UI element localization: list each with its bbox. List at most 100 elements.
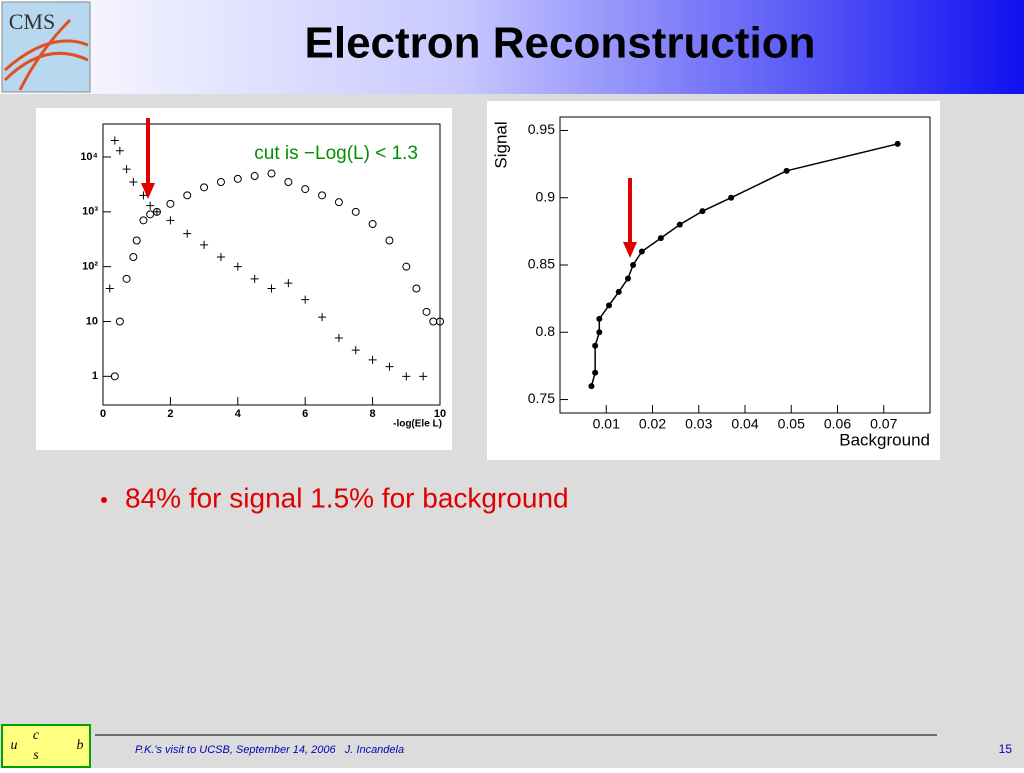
y-tick-label: 10 (86, 315, 98, 327)
marker (368, 355, 377, 364)
cms-logo (1, 1, 91, 93)
marker (200, 240, 209, 249)
marker (166, 216, 175, 225)
point (638, 248, 645, 255)
page-number: 15 (999, 742, 1013, 756)
marker (110, 372, 119, 381)
x-axis-label: Background (839, 430, 930, 449)
marker (419, 372, 428, 381)
ucsb-logo (1, 724, 91, 768)
point (592, 342, 599, 349)
point (728, 194, 735, 201)
marker (351, 207, 360, 216)
marker (412, 284, 421, 293)
marker (301, 185, 310, 194)
y-tick-label: 10⁴ (80, 151, 98, 163)
marker (267, 284, 276, 293)
marker (122, 165, 131, 174)
logo-tracks (3, 18, 89, 91)
y-tick-label: 1 (92, 370, 98, 382)
marker (146, 201, 155, 210)
marker (139, 216, 148, 225)
plot-frame (102, 123, 441, 406)
marker (233, 262, 242, 271)
logo-letter: s (33, 748, 39, 763)
y-tick-label: 0.85 (528, 256, 555, 272)
arrow (623, 178, 637, 258)
point (783, 167, 790, 174)
x-tick-label: 0 (100, 408, 106, 420)
y-axis-label: Signal (491, 121, 510, 168)
x-axis-label: -log(Ele L) (393, 419, 442, 430)
marker (436, 317, 444, 326)
x-tick-label: 4 (235, 408, 242, 420)
marker (301, 295, 310, 304)
marker (233, 174, 242, 183)
bullet-text: 84% for signal 1.5% for background (125, 482, 569, 513)
marker (250, 172, 259, 181)
marker (385, 362, 394, 371)
marker (267, 169, 276, 178)
y-tick-label: 10² (82, 261, 98, 273)
point (592, 369, 599, 376)
point (699, 208, 706, 215)
arrow (141, 118, 155, 199)
marker (122, 274, 131, 283)
marker (129, 253, 138, 262)
x-tick-label: 8 (370, 408, 376, 420)
slide-title: Electron Reconstruction (305, 19, 816, 68)
marker (284, 279, 293, 288)
title-bar (0, 0, 1024, 94)
y-tick-label: 0.95 (528, 121, 555, 137)
point (630, 262, 637, 268)
x-tick-label: 0.01 (593, 416, 620, 432)
x-tick-label: 0.04 (731, 416, 758, 432)
point (624, 275, 631, 282)
x-tick-label: 0.03 (685, 416, 712, 432)
marker (318, 191, 327, 200)
marker (422, 307, 431, 316)
marker (105, 284, 114, 293)
marker (284, 178, 293, 187)
marker (166, 199, 175, 208)
marker (110, 136, 119, 145)
point (596, 329, 603, 336)
marker (351, 346, 360, 355)
marker (146, 210, 155, 219)
x-tick-label: 6 (302, 408, 308, 420)
logo-letter: c (33, 728, 40, 743)
chart-panel (36, 108, 452, 450)
point (894, 140, 901, 147)
marker (402, 262, 411, 271)
marker (115, 146, 124, 155)
marker (402, 372, 411, 381)
marker (115, 317, 124, 326)
point (657, 235, 664, 242)
x-tick-label: 0.02 (639, 416, 666, 432)
point (676, 221, 683, 228)
marker (334, 334, 343, 343)
marker (139, 191, 148, 200)
y-tick-label: 0.8 (536, 323, 556, 339)
chart-panel (487, 101, 940, 460)
marker (318, 313, 327, 322)
point (615, 288, 622, 295)
bullet-dot (101, 497, 107, 503)
marker (183, 191, 192, 200)
marker (129, 178, 138, 187)
y-tick-label: 0.75 (528, 390, 555, 406)
logo-letter: b (77, 738, 84, 753)
x-tick-label: 2 (167, 408, 173, 420)
marker (200, 183, 209, 192)
marker (385, 236, 394, 245)
logo-text: CMS (9, 9, 55, 34)
marker (216, 253, 225, 262)
y-tick-label: 10³ (82, 206, 98, 218)
point (588, 383, 595, 390)
point (606, 302, 613, 309)
marker (152, 207, 161, 216)
annotation: cut is −Log(L) < 1.3 (254, 143, 418, 164)
marker (183, 229, 192, 238)
marker (368, 220, 377, 229)
